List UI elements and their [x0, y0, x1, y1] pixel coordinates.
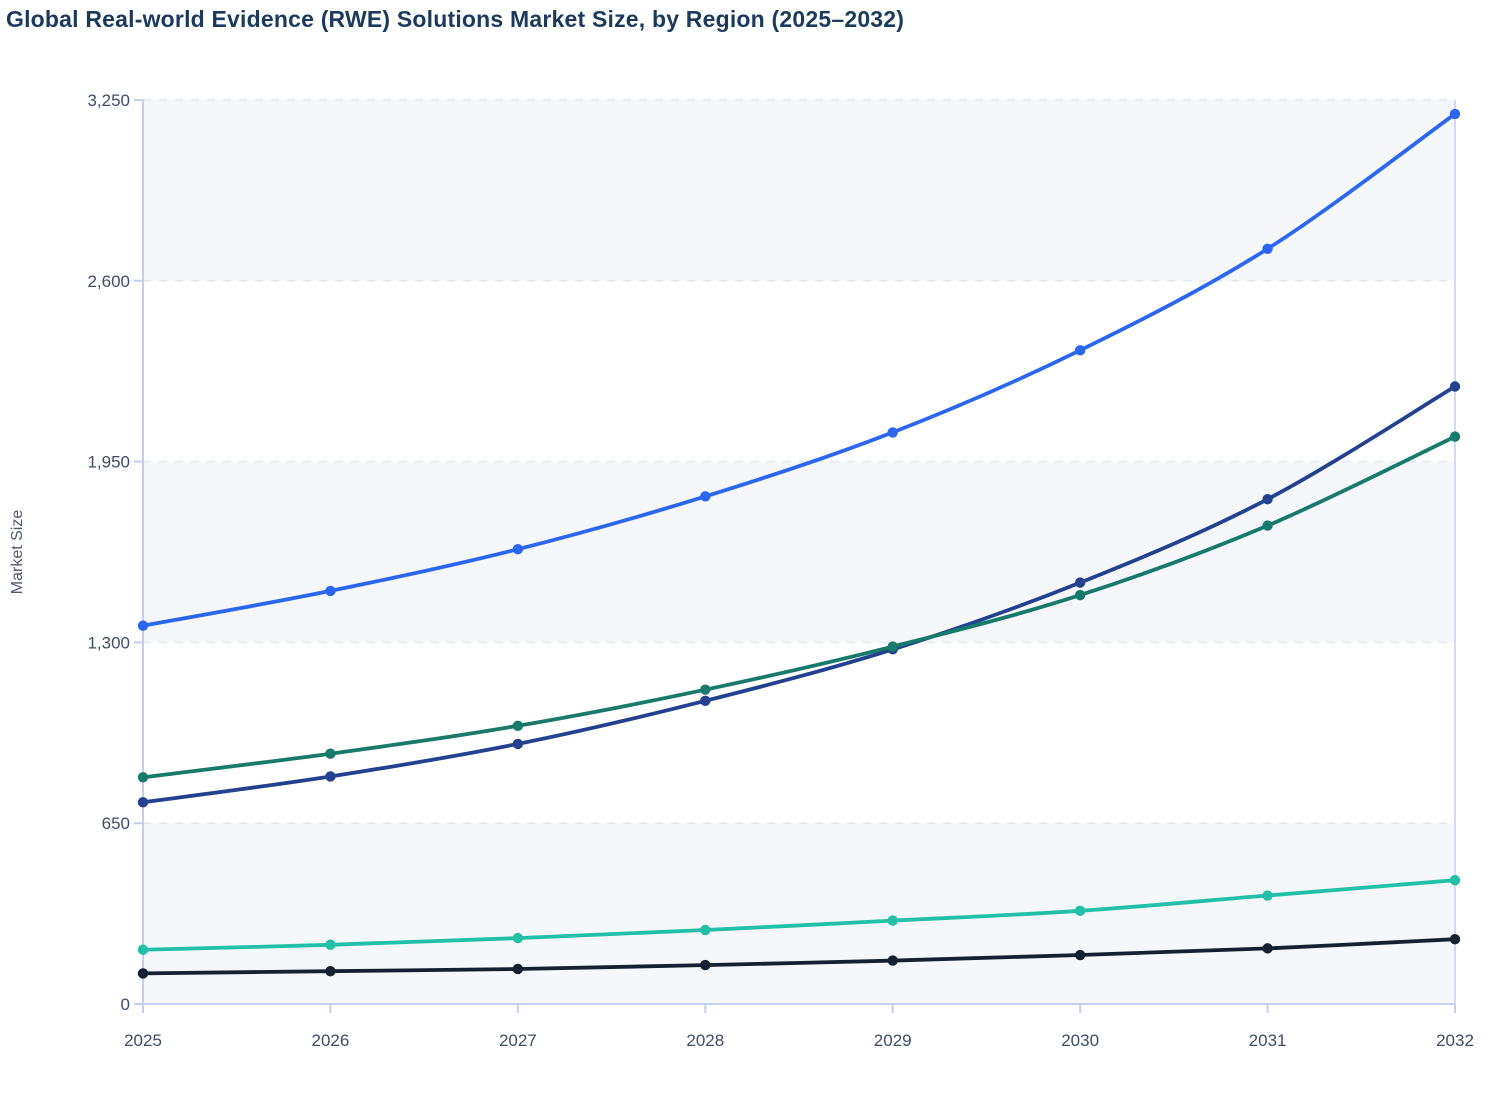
marker-series-blue [1449, 108, 1461, 120]
x-tick-label: 2031 [1249, 1031, 1287, 1050]
marker-series-navy [700, 695, 711, 707]
marker-series-black [512, 963, 524, 975]
x-tick-label: 2028 [686, 1031, 724, 1050]
marker-series-navy [512, 738, 524, 750]
marker-series-black [137, 968, 149, 979]
marker-series-black [1074, 949, 1086, 961]
marker-series-green [700, 684, 711, 695]
marker-series-navy [1449, 381, 1461, 392]
marker-series-blue [1262, 243, 1273, 255]
line-series-black [141, 937, 1457, 976]
marker-series-black [1449, 933, 1461, 945]
plot-band [143, 100, 1455, 281]
marker-series-teal [325, 939, 336, 950]
x-tick-label: 2032 [1436, 1031, 1474, 1050]
marker-series-green [512, 720, 524, 732]
marker-series-black [1262, 943, 1273, 954]
x-tick-label: 2030 [1061, 1031, 1099, 1050]
y-tick-label: 1,300 [87, 633, 130, 652]
marker-series-black [887, 955, 898, 966]
marker-series-teal [512, 932, 524, 944]
y-tick-label: 2,600 [87, 272, 130, 291]
plot-band [143, 461, 1455, 643]
y-tick-label: 1,950 [87, 453, 130, 472]
marker-series-teal [700, 924, 711, 936]
marker-series-blue [512, 544, 524, 555]
x-tick-label: 2025 [124, 1031, 162, 1050]
line-series-green [141, 434, 1457, 780]
marker-series-blue [887, 427, 898, 438]
marker-series-navy [325, 771, 336, 782]
marker-series-green [137, 772, 149, 783]
marker-series-teal [1262, 890, 1273, 901]
marker-series-green [1262, 520, 1273, 531]
marker-series-black [700, 959, 711, 971]
marker-series-teal [887, 915, 898, 926]
chart-title: Global Real-world Evidence (RWE) Solutio… [6, 6, 905, 32]
marker-series-blue [700, 491, 711, 502]
plot-band [143, 823, 1455, 1004]
x-tick-label: 2027 [499, 1031, 537, 1050]
y-axis-label: Market Size [9, 510, 26, 595]
marker-series-blue [1074, 345, 1086, 356]
marker-series-navy [1262, 493, 1273, 505]
marker-series-teal [137, 944, 149, 955]
y-tick-label: 650 [102, 814, 130, 833]
y-tick-label: 3,250 [87, 91, 130, 110]
marker-series-black [325, 965, 336, 977]
marker-series-teal [1074, 905, 1086, 917]
marker-series-green [325, 748, 336, 759]
marker-series-blue [137, 620, 149, 631]
marker-series-green [1449, 431, 1461, 442]
x-tick-label: 2026 [312, 1031, 350, 1050]
y-tick-label: 0 [121, 995, 130, 1014]
marker-series-green [1074, 589, 1086, 601]
line-series-teal [141, 878, 1457, 952]
marker-series-navy [1074, 577, 1086, 588]
marker-series-green [887, 641, 898, 652]
line-series-blue [141, 112, 1457, 628]
plot-area: 0 650 1,300 1,950 2,600 3,250 2025 2026 2027 2028… [87, 91, 1473, 1050]
marker-series-navy [137, 797, 149, 808]
marker-series-teal [1449, 875, 1461, 886]
x-tick-label: 2029 [874, 1031, 912, 1050]
marker-series-blue [325, 585, 336, 597]
line-series-navy [141, 384, 1457, 805]
